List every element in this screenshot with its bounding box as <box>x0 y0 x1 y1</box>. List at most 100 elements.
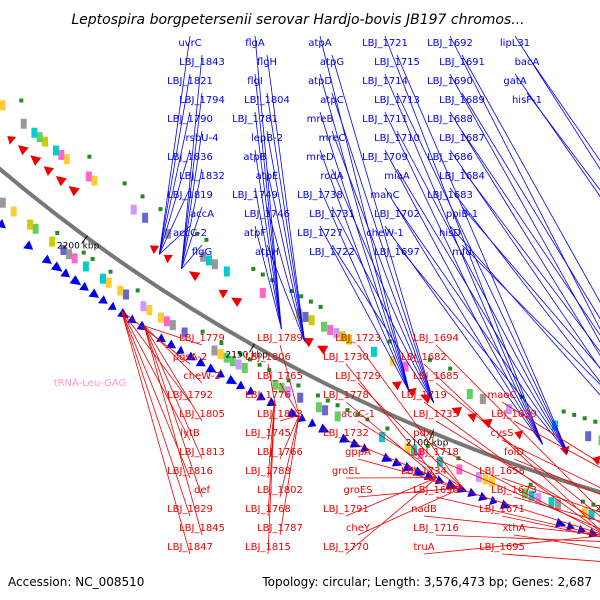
forward-label-leader <box>319 149 410 393</box>
forward-label-leader <box>461 54 600 303</box>
forward-strand-arrow <box>297 413 306 423</box>
forward-gene-label: atpD <box>308 76 332 87</box>
green-feature-mark <box>572 412 577 417</box>
reverse-gene-label: lytB <box>180 428 200 439</box>
forward-gene-label: LBJ_1709 <box>362 152 408 163</box>
forward-strand-arrow <box>307 418 317 428</box>
forward-gene-label: mreC <box>319 133 346 144</box>
forward-strand-arrow <box>79 281 89 291</box>
forward-label-leader <box>158 149 191 255</box>
forward-strand-arrow <box>287 407 299 418</box>
green-feature-mark <box>158 207 163 212</box>
green-feature-mark <box>580 499 585 504</box>
reverse-strand-arrow <box>149 245 160 255</box>
forward-gene-label: LBJ_1713 <box>374 95 420 106</box>
forward-gene-label: LBJ_1684 <box>439 171 485 182</box>
kbp-tick-mark <box>428 430 434 441</box>
reverse-gene-label: LBJ_1789 <box>257 333 303 344</box>
orf-feature-block <box>27 219 34 230</box>
reverse-gene-label: LBJ_1639 <box>491 409 537 420</box>
orf-feature-block <box>223 266 230 277</box>
forward-strand-arrow <box>50 261 63 272</box>
forward-gene-label: LBJ_1710 <box>374 133 420 144</box>
green-feature-mark <box>204 237 209 242</box>
forward-gene-label: atpB <box>243 152 266 163</box>
orf-feature-block <box>302 311 309 322</box>
orf-feature-block <box>327 325 334 335</box>
reverse-label-leader <box>423 535 600 555</box>
kbp-tick-label: 2050 kbp <box>595 505 600 515</box>
orf-feature-block <box>581 507 588 518</box>
green-feature-mark <box>448 366 453 371</box>
reverse-label-leader <box>345 477 437 517</box>
reverse-label-leader <box>357 458 463 489</box>
reverse-gene-label: LBJ_1658 <box>479 466 525 477</box>
orf-feature-block <box>36 132 43 143</box>
green-feature-mark <box>582 416 587 421</box>
green-feature-mark <box>308 299 313 304</box>
green-feature-mark <box>135 288 140 293</box>
reverse-gene-label: LBJ_1829 <box>167 504 213 515</box>
green-feature-mark <box>355 412 360 417</box>
reverse-label-leader <box>357 344 463 488</box>
orf-feature-block <box>272 379 279 390</box>
orf-feature-block <box>241 363 248 373</box>
orf-feature-block <box>339 331 346 342</box>
reverse-gene-label: LBJ_1673 <box>491 485 537 496</box>
forward-gene-label: LBJ_1715 <box>374 57 420 68</box>
reverse-strand-arrow <box>420 394 432 404</box>
reverse-label-leader <box>423 363 600 531</box>
orf-feature-block <box>211 259 218 270</box>
green-feature-mark <box>55 230 60 235</box>
reverse-gene-label: LBJ_1847 <box>167 542 213 553</box>
orf-feature-block <box>334 411 341 422</box>
forward-gene-label: lepB-2 <box>251 133 283 144</box>
forward-gene-label: LBJ_1836 <box>167 152 213 163</box>
forward-gene-label: LBJ_1832 <box>179 171 225 182</box>
forward-gene-label: LBJ_1688 <box>427 114 473 125</box>
orf-feature-block <box>91 175 98 186</box>
reverse-label-leader <box>357 487 463 498</box>
green-feature-mark <box>260 272 265 277</box>
forward-gene-label: manC <box>370 190 399 201</box>
forward-gene-label: LBJ_1781 <box>232 114 278 125</box>
forward-strand-arrow <box>156 333 166 342</box>
reverse-strand-arrow <box>7 136 17 145</box>
forward-gene-label: LBJ_1714 <box>362 76 408 87</box>
forward-gene-label: flgI <box>247 76 263 87</box>
green-feature-mark <box>299 294 304 299</box>
green-feature-mark <box>200 329 205 334</box>
forward-strand-arrow <box>215 369 225 378</box>
reverse-strand-arrow <box>317 345 329 355</box>
reverse-gene-label: LBJ_1729 <box>335 371 381 382</box>
reverse-gene-label: LBJ_1815 <box>245 542 291 553</box>
forward-strand-arrow <box>489 495 498 506</box>
orf-feature-block <box>548 497 555 508</box>
kbp-tick-mark <box>249 343 255 353</box>
forward-strand-arrow <box>225 374 238 385</box>
orf-feature-block <box>379 432 385 443</box>
green-feature-mark <box>385 426 390 431</box>
forward-label-leader <box>331 244 435 404</box>
reverse-label-leader <box>121 310 191 517</box>
forward-gene-label: accA <box>190 209 214 220</box>
orf-feature-block <box>10 206 17 217</box>
forward-strand-arrow <box>235 380 246 390</box>
orf-feature-block <box>85 171 92 182</box>
orf-feature-block <box>217 349 224 360</box>
forward-strand-arrow <box>445 479 458 489</box>
forward-label-leader <box>396 168 569 454</box>
forward-gene-label: mreD <box>306 152 334 163</box>
orf-feature-block <box>585 431 592 442</box>
green-feature-mark <box>289 289 294 293</box>
green-feature-mark <box>140 194 145 199</box>
reverse-strand-arrow <box>407 387 417 398</box>
forward-gene-label: atpA <box>308 38 331 49</box>
forward-strand-arrow <box>391 457 403 467</box>
orf-feature-block <box>598 435 600 446</box>
forward-gene-label: hisF-1 <box>512 95 542 106</box>
reverse-label-leader <box>144 325 203 346</box>
orf-feature-block <box>315 402 322 413</box>
forward-label-leader <box>514 73 600 197</box>
green-feature-mark <box>591 502 596 507</box>
